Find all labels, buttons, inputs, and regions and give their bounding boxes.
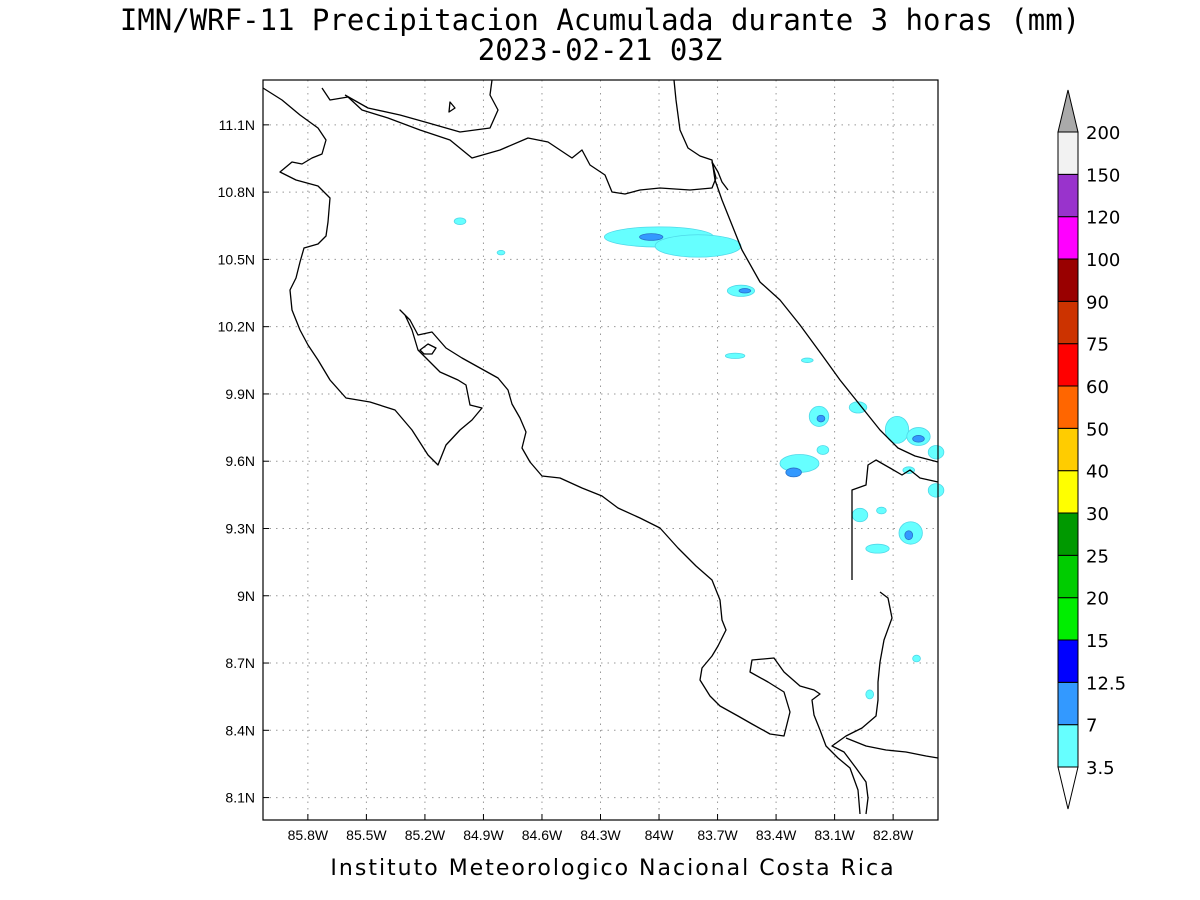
colorbar: 3.5 7 12.5 15 20 25 30 40 50 60 75 90 100 120 150 200 — [1057, 89, 1126, 810]
colorbar-label: 60 — [1086, 377, 1109, 398]
lon-tick-label: 85.8W — [288, 827, 329, 843]
colorbar-label: 3.5 — [1086, 758, 1115, 779]
colorbar-label: 20 — [1086, 589, 1109, 610]
precip-area — [912, 435, 925, 443]
lake-nicaragua-shore — [344, 79, 499, 133]
precip-area — [785, 467, 802, 478]
colorbar-box — [1057, 597, 1079, 641]
colorbar-label: 7 — [1086, 716, 1097, 737]
precip-area — [801, 357, 814, 363]
precip-area — [927, 483, 945, 498]
colorbar-box — [1057, 173, 1079, 218]
longitude-labels: 85.8W 85.5W 85.2W 84.9W 84.6W 84.3W 84W 83.7W 83… — [288, 827, 915, 843]
colorbar-label: 50 — [1086, 419, 1109, 440]
colorbar-label: 150 — [1086, 165, 1120, 186]
lon-tick-label: 84W — [645, 827, 675, 843]
precip-area — [865, 689, 875, 700]
precip-area — [816, 445, 830, 455]
lon-tick-label: 85.5W — [346, 827, 387, 843]
lat-tick-label: 8.1N — [225, 790, 255, 806]
lon-tick-label: 84.9W — [463, 827, 504, 843]
lon-tick-label: 84.6W — [522, 827, 563, 843]
colorbar-label: 40 — [1086, 462, 1109, 483]
lat-tick-label: 10.5N — [218, 251, 255, 267]
lat-tick-label: 10.8N — [218, 184, 255, 200]
lat-tick-label: 8.4N — [225, 722, 255, 738]
footer-credit: Instituto Meteorologico Nacional Costa R… — [330, 856, 896, 881]
precip-area — [654, 234, 742, 258]
lon-tick-label: 85.2W — [405, 827, 446, 843]
lat-tick-label: 9N — [237, 588, 255, 604]
lat-tick-label: 10.2N — [218, 319, 255, 335]
lon-tick-label: 83.1W — [814, 827, 855, 843]
colorbar-label: 90 — [1086, 292, 1109, 313]
colorbar-label: 12.5 — [1086, 673, 1126, 694]
precip-area — [639, 233, 664, 241]
precip-area — [912, 654, 921, 663]
colorbar-box — [1057, 216, 1079, 260]
precip-area — [927, 445, 945, 460]
colorbar-label: 25 — [1086, 546, 1109, 567]
colorbar-box — [1057, 470, 1079, 514]
precip-area — [876, 506, 887, 515]
burica-coast — [831, 591, 893, 815]
colorbar-box — [1057, 639, 1079, 683]
colorbar-label: 100 — [1086, 250, 1120, 271]
colorbar-box — [1057, 512, 1079, 556]
colorbar-label: 15 — [1086, 631, 1109, 652]
lat-tick-label: 9.9N — [225, 386, 255, 402]
lon-tick-label: 82.8W — [873, 827, 914, 843]
map-date-subtitle: 2023-02-21 03Z — [477, 33, 723, 67]
precip-area — [865, 543, 890, 554]
lat-tick-label: 9.3N — [225, 520, 255, 536]
colorbar-box — [1057, 343, 1079, 387]
colorbar-box — [1057, 427, 1079, 472]
lon-tick-label: 83.7W — [697, 827, 738, 843]
colorbar-box — [1057, 385, 1079, 429]
coastline-and-borders — [262, 79, 939, 815]
panama-border — [851, 459, 939, 580]
lat-tick-label: 11.1N — [219, 117, 255, 133]
caribbean-coast — [673, 79, 939, 463]
map-title: IMN/WRF-11 Precipitacion Acumulada duran… — [119, 3, 1081, 37]
pacific-coast — [262, 87, 861, 815]
precip-area — [816, 414, 826, 423]
graticule — [263, 80, 938, 820]
colorbar-box — [1057, 681, 1079, 726]
colorbar-box — [1057, 131, 1079, 175]
colorbar-label: 120 — [1086, 208, 1120, 229]
colorbar-top-triangle — [1057, 89, 1079, 133]
latitude-labels: 11.1N 10.8N 10.5N 10.2N 9.9N 9.6N 9.3N 9N 8.7N 8.… — [218, 117, 255, 806]
lon-tick-label: 84.3W — [580, 827, 621, 843]
precip-area — [904, 530, 914, 541]
lon-tick-label: 83.4W — [756, 827, 797, 843]
colorbar-label: 200 — [1086, 123, 1120, 144]
colorbar-box — [1057, 724, 1079, 768]
south-coast — [845, 737, 939, 759]
nicaragua-border — [321, 87, 729, 195]
colorbar-box — [1057, 300, 1079, 345]
precip-area — [738, 288, 752, 294]
precip-area — [884, 415, 910, 444]
chira-island — [419, 343, 437, 355]
precip-area — [496, 250, 506, 256]
precip-area — [851, 507, 869, 523]
map-frame — [262, 79, 939, 821]
lake-island — [448, 101, 456, 113]
colorbar-label: 30 — [1086, 504, 1109, 525]
lat-tick-label: 9.6N — [225, 453, 255, 469]
precip-area — [724, 352, 746, 359]
precip-area — [453, 217, 467, 226]
colorbar-box — [1057, 258, 1079, 302]
lat-tick-label: 8.7N — [225, 655, 255, 671]
colorbar-label: 75 — [1086, 335, 1109, 356]
colorbar-box — [1057, 554, 1079, 599]
colorbar-bottom-triangle — [1057, 766, 1079, 810]
precipitation-areas — [453, 217, 945, 700]
